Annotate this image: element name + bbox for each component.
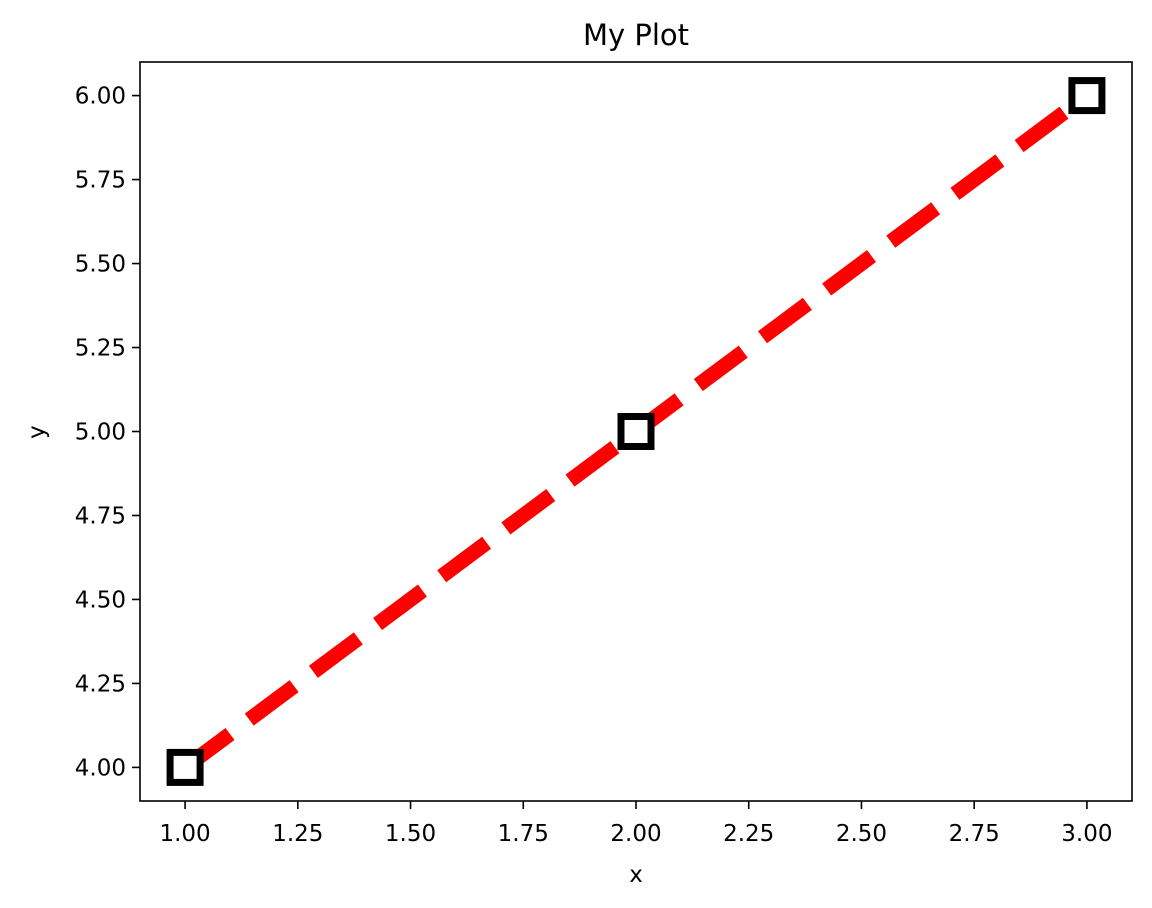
y-tick-label: 4.75 [75, 503, 126, 529]
x-tick-label: 1.75 [498, 821, 549, 847]
y-axis-label: y [24, 425, 50, 439]
x-axis-label: x [629, 862, 643, 888]
x-tick-label: 2.25 [723, 821, 774, 847]
y-tick-label: 5.00 [75, 420, 126, 446]
data-point-marker [617, 413, 655, 450]
y-tick-label: 5.50 [75, 252, 126, 278]
x-tick-label: 2.75 [949, 821, 1000, 847]
chart-title: My Plot [583, 18, 689, 52]
y-tick-label: 5.25 [75, 336, 126, 362]
x-tick-label: 1.00 [159, 821, 210, 847]
plot-frame [139, 61, 1133, 802]
y-tick-label: 5.75 [75, 168, 126, 194]
x-tick-label: 3.00 [1061, 821, 1112, 847]
series-layer [166, 77, 1106, 786]
y-tick-label: 4.50 [75, 587, 126, 613]
x-tick-label: 1.50 [385, 821, 436, 847]
data-point-marker [166, 748, 204, 786]
y-tick-label: 4.00 [75, 755, 126, 781]
y-tick-label: 6.00 [75, 84, 126, 110]
y-axis-ticks: 4.00 4.25 4.50 4.75 5.00 5.25 5.50 5.75 6.00 [75, 84, 140, 781]
data-point-marker [1068, 77, 1106, 115]
y-tick-label: 4.25 [75, 671, 126, 697]
x-tick-label: 1.25 [272, 821, 323, 847]
x-tick-label: 2.50 [836, 821, 887, 847]
x-tick-label: 2.00 [610, 821, 661, 847]
x-axis-ticks: 1.00 1.25 1.50 1.75 2.00 2.25 2.50 2.75 3.00 [159, 801, 1113, 847]
